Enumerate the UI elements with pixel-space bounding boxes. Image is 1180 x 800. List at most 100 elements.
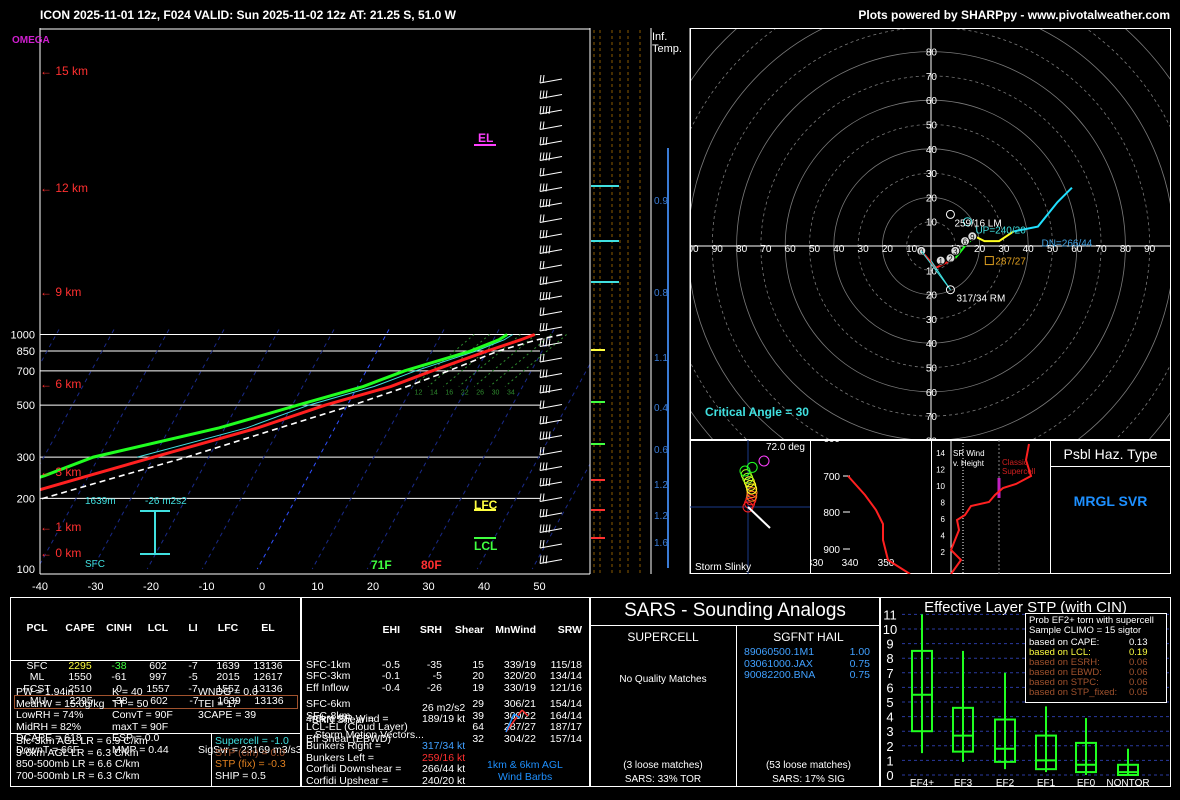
- index-value: K = 40: [112, 686, 143, 698]
- lapse-rate: 3-6km AGL LR = 6.3 C/km: [16, 746, 139, 759]
- index-value: TEI = 17: [198, 697, 238, 710]
- kinematic-cell: 306/21: [503, 698, 536, 710]
- theta-x-tick: 340: [842, 558, 859, 569]
- wind-barb: [539, 462, 563, 471]
- parcel-cell: ML: [29, 671, 45, 683]
- kinematic-row: Eff Inflow -0.4 -26 19 330/19 121/16: [306, 681, 582, 695]
- hodo-y-tick: 10: [926, 218, 938, 229]
- kinematic-cell: 154/14: [549, 698, 582, 710]
- kinematic-cell: 121/16: [549, 681, 582, 694]
- parcel-row-mu[interactable]: MU 2295 -38 602 -7 1639 13136: [14, 695, 298, 709]
- mixing-ratio-label: 34: [507, 390, 515, 397]
- lapse-rate: 850-500mb LR = 6.6 C/km: [16, 758, 140, 770]
- indices-block: PW = 1.94in MeanW = 15.0g/kg LowRH = 74% Mi…: [16, 664, 302, 768]
- wind-barb: [539, 214, 563, 223]
- stp-y-tick: 3: [886, 724, 893, 739]
- kinematic-cell: -0.5: [381, 658, 400, 671]
- parcel-cell: 1550: [68, 671, 92, 683]
- parcel-cell: 602: [150, 695, 168, 707]
- stp-prob-box: [1025, 613, 1167, 703]
- sr-wind-46: 4-6km SR Wind =: [306, 713, 389, 725]
- wind-barbs-small: [505, 709, 529, 733]
- critical-angle: Critical Angle = 30: [705, 405, 809, 419]
- pressure-tick-850: 850: [17, 346, 35, 358]
- hodo-y-tick: 70: [926, 412, 938, 423]
- svg-text:9: 9: [970, 233, 975, 242]
- isotherm: [531, 462, 590, 570]
- storm-slinky-panel: [690, 440, 811, 574]
- kinematic-row: SFC-3km -0.1 -5 20 320/20 134/14: [306, 670, 582, 683]
- hodo-height-marker: [945, 253, 956, 264]
- kinematic-cell: SFC-8km: [306, 709, 351, 722]
- kinematic-cell: 164/14: [549, 709, 582, 722]
- storm-motion-title: ...Storm Motion Vectors...: [306, 729, 424, 741]
- sars-panel: [590, 597, 880, 787]
- lfc-label: LFC: [474, 498, 498, 512]
- wind-barb: [539, 105, 563, 115]
- lapse-rate: Sfc-3km AGL LR = 6.9 C/km: [16, 735, 148, 747]
- parcel-cell: -5: [188, 671, 198, 683]
- stp-prob-row: based on CAPE: 0.13: [1029, 637, 1148, 648]
- hodo-x-tick: 80: [1120, 244, 1132, 255]
- stp-y-tick: 0: [886, 768, 893, 783]
- hodo-x-tick: 60: [785, 244, 797, 255]
- sars-hail-loose: (53 loose matches): [765, 760, 852, 771]
- parcel-row-fcst[interactable]: FCST 2510 0 1557 -7 1557 13136: [14, 682, 298, 696]
- stp-y-tick: 6: [886, 680, 893, 695]
- temperature-trace: [40, 333, 536, 492]
- composite-index: SHIP = 0.5: [215, 769, 266, 782]
- kinematic-cell: 39: [472, 709, 484, 722]
- theta-e-trace: [847, 475, 911, 574]
- parcel-cell: 2295: [69, 695, 93, 707]
- kinematic-cell: -0.1: [381, 670, 400, 682]
- temp-tick: 20: [367, 581, 379, 593]
- hodo-y-tick: 50: [926, 364, 938, 375]
- pressure-tick-300: 300: [17, 452, 35, 464]
- srh-value: -26 m2s2: [145, 496, 187, 507]
- wind-barb: [539, 74, 563, 84]
- composite-indices: Supercell = -1.0 STP (cin) = 0.0 STP (fix)…: [215, 735, 289, 782]
- parcel-cell: 1557: [146, 682, 170, 695]
- kinematic-cell: Eff Inflow: [306, 681, 349, 694]
- parcel-row-sfc[interactable]: SFC 2295 -38 602 -7 1639 13136: [14, 660, 298, 673]
- index-value: maxT = 90F: [112, 720, 169, 733]
- kinematic-cell: -26: [426, 681, 442, 694]
- motion-value: 259/16 kt: [422, 751, 466, 764]
- hodo-y-tick: 10: [926, 266, 938, 277]
- hodo-y-tick: 30: [926, 315, 938, 326]
- parcel-cell: -7: [189, 695, 199, 707]
- parcel-cell: -61: [111, 671, 127, 683]
- stp-box: [1035, 734, 1057, 771]
- kinematic-row: Eff Shear (EBWD) 32 304/22 157/14: [306, 733, 582, 746]
- index-value: ConvT = 90F: [112, 709, 173, 721]
- motion-value: 317/34 kt: [422, 740, 466, 752]
- isotherm: [421, 329, 555, 570]
- parcel-cell: 2015: [216, 671, 240, 683]
- temp-tick: -10: [199, 581, 215, 593]
- wind-barb: [539, 384, 563, 394]
- hodo-x-tick: 60: [1071, 244, 1083, 255]
- stp-prob-row: based on STPC: 0.06: [1029, 677, 1148, 688]
- hodo-trace-segment: [974, 230, 1015, 243]
- temp-tick: 40: [478, 581, 490, 593]
- hodo-x-tick: 40: [833, 244, 845, 255]
- hodo-y-tick: 20: [926, 193, 938, 204]
- sfc-dewpoint-label: 71F: [371, 558, 392, 572]
- lapse-rates: Sfc-3km AGL LR = 6.9 C/km 3-6km AGL LR = …: [16, 735, 148, 782]
- composite-index: STP (cin) = 0.0: [215, 746, 286, 759]
- wind-barb: [539, 136, 563, 146]
- isotherm: [311, 329, 445, 570]
- kinematic-cell: -0.4: [381, 681, 400, 694]
- hodo-x-tick: 30: [998, 244, 1010, 255]
- parcel-row-ml[interactable]: ML 1550 -61 997 -5 2015 12617: [14, 671, 298, 684]
- motion-label: Corfidi Upshear =: [306, 774, 388, 787]
- height-label: ← 3 km: [40, 465, 81, 479]
- sfc-temp-label: 80F: [421, 558, 442, 572]
- slinky-circle: [746, 487, 758, 499]
- slinky-vector: [747, 506, 771, 529]
- hodo-y-tick: 80: [926, 48, 938, 59]
- hail-match-row: 89060500.1M1 1.00: [744, 646, 870, 658]
- parcel-cell: -38: [112, 695, 128, 707]
- height-label: ← 15 km: [40, 64, 88, 78]
- hodo-x-tick: 10: [906, 244, 918, 255]
